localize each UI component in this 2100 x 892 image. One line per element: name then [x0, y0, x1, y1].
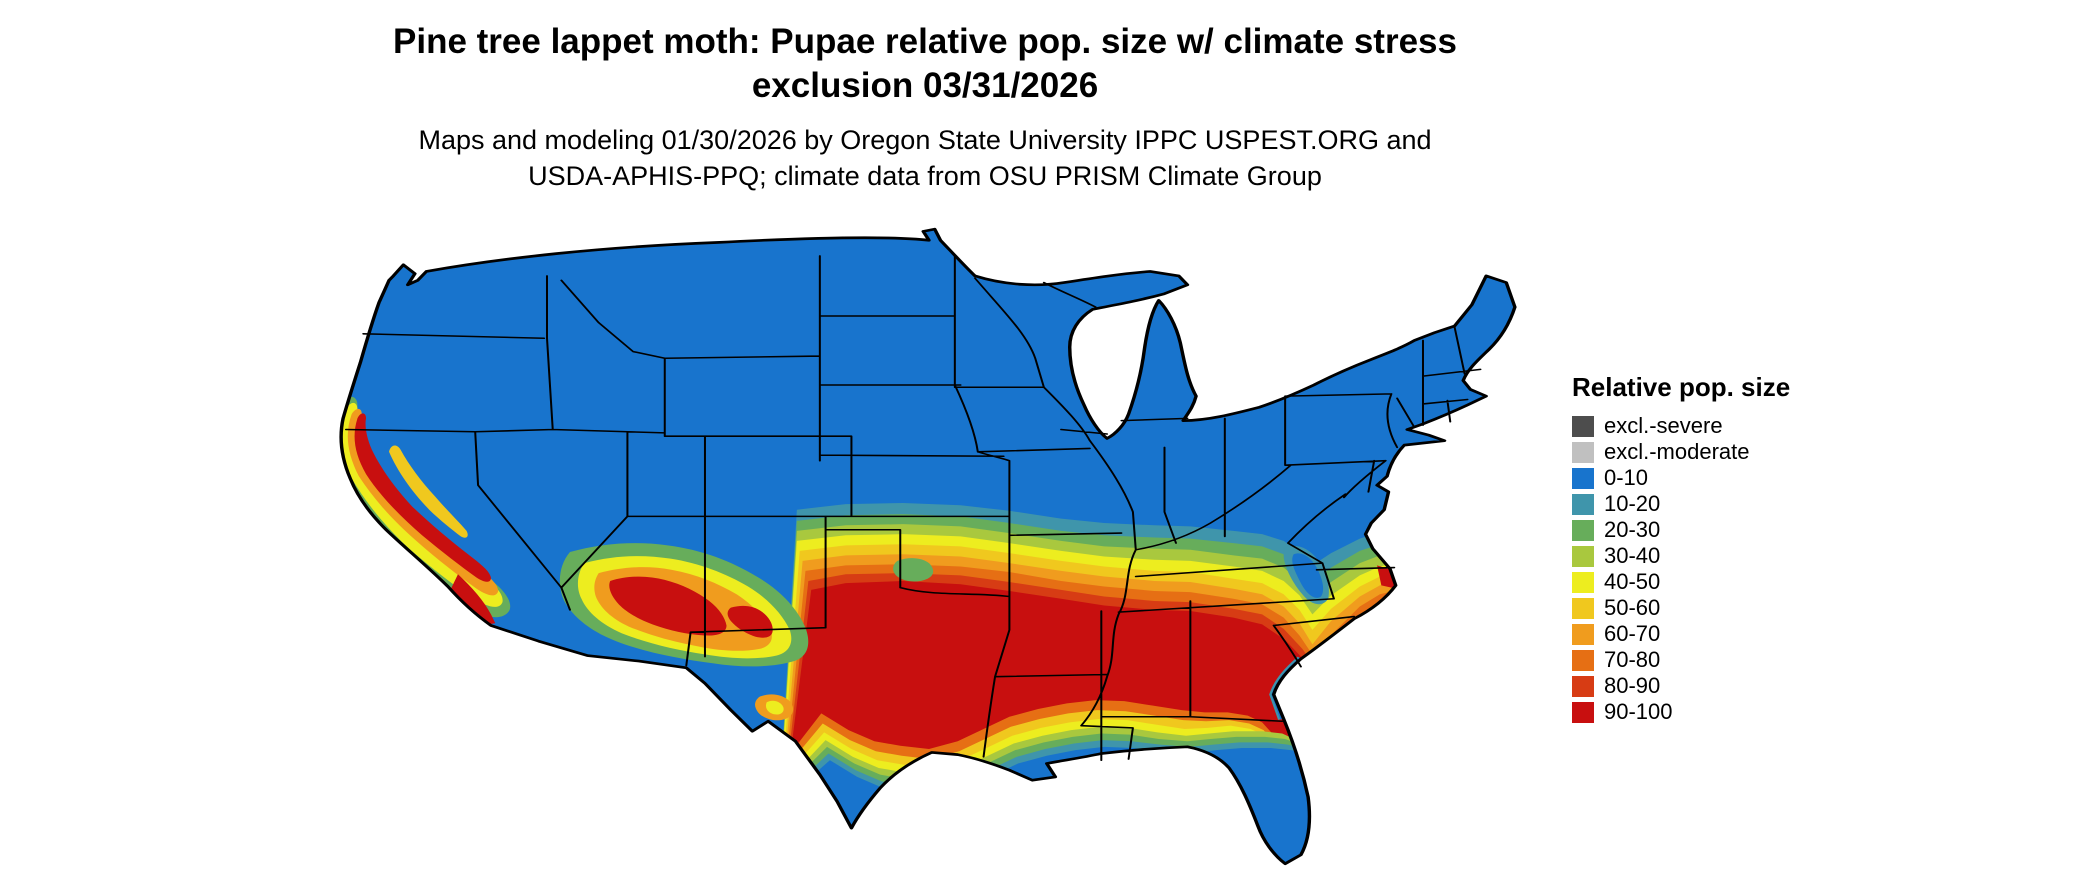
legend-row: 0-10: [1572, 465, 1872, 491]
west-texas-yellow-patch: [765, 700, 784, 715]
ozark-green-patch: [893, 558, 934, 582]
legend-swatch-excl-moderate: [1572, 441, 1594, 463]
legend-row: 70-80: [1572, 647, 1872, 673]
legend-swatch-90-100: [1572, 701, 1594, 723]
legend-label: 40-50: [1604, 569, 1661, 594]
legend-label: 10-20: [1604, 491, 1661, 516]
legend-swatch-80-90: [1572, 675, 1594, 697]
legend-row: 60-70: [1572, 621, 1872, 647]
map-color-layers: [341, 229, 1515, 864]
legend-swatch-excl-severe: [1572, 415, 1594, 437]
legend-swatch-50-60: [1572, 597, 1594, 619]
title-line-1: Pine tree lappet moth: Pupae relative po…: [393, 22, 1457, 61]
legend-label: 50-60: [1604, 595, 1661, 620]
subtitle-line-2: USDA-APHIS-PPQ; climate data from OSU PR…: [528, 161, 1322, 191]
legend-label: 0-10: [1604, 465, 1649, 490]
legend-swatch-70-80: [1572, 649, 1594, 671]
legend-row: 20-30: [1572, 517, 1872, 543]
legend-row: 10-20: [1572, 491, 1872, 517]
legend-label: 20-30: [1604, 517, 1661, 542]
legend-label: 70-80: [1604, 647, 1661, 672]
legend-row: excl.-severe: [1572, 413, 1872, 439]
us-map-svg: [339, 227, 1517, 866]
state-borders: [344, 255, 1482, 761]
coastal-ring-0-10: [687, 746, 1332, 864]
legend-swatch-10-20: [1572, 493, 1594, 515]
legend: Relative pop. size excl.-severe excl.-mo…: [1572, 372, 1872, 725]
legend-swatch-40-50: [1572, 571, 1594, 593]
legend-title: Relative pop. size: [1572, 372, 1791, 402]
legend-swatch-60-70: [1572, 623, 1594, 645]
minnesota-exclusion-moderate-patch: [989, 266, 1010, 276]
california-red-core: [354, 413, 496, 626]
southwest-red-cores: [609, 576, 773, 638]
legend-label: excl.-severe: [1604, 413, 1723, 438]
legend-swatch-0-10: [1572, 467, 1594, 489]
legend-row: 40-50: [1572, 569, 1872, 595]
legend-label: 60-70: [1604, 621, 1661, 646]
legend-label: 90-100: [1604, 699, 1673, 724]
subtitle-line-1: Maps and modeling 01/30/2026 by Oregon S…: [418, 125, 1432, 155]
legend-label: excl.-moderate: [1604, 439, 1750, 464]
legend-swatch-30-40: [1572, 545, 1594, 567]
legend-swatch-20-30: [1572, 519, 1594, 541]
map-subtitle: Maps and modeling 01/30/2026 by Oregon S…: [0, 122, 1850, 194]
title-line-2: exclusion 03/31/2026: [751, 66, 1099, 105]
map-title: Pine tree lappet moth: Pupae relative po…: [0, 20, 1850, 108]
legend-row: excl.-moderate: [1572, 439, 1872, 465]
legend-row: 90-100: [1572, 699, 1872, 725]
us-outline: [339, 227, 1517, 866]
legend-label: 80-90: [1604, 673, 1661, 698]
us-map: [300, 218, 1535, 886]
central-valley-gold-streak: [389, 445, 468, 538]
legend-row: 50-60: [1572, 595, 1872, 621]
legend-row: 80-90: [1572, 673, 1872, 699]
legend-label: 30-40: [1604, 543, 1661, 568]
minnesota-exclusion-severe-patch: [995, 269, 1003, 274]
legend-row: 30-40: [1572, 543, 1872, 569]
